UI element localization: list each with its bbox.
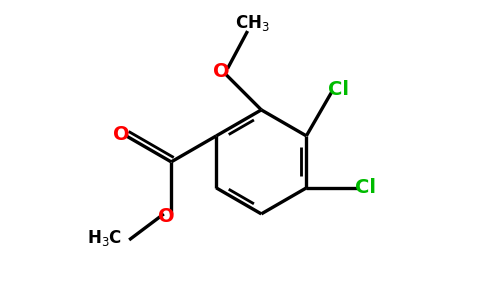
Text: Cl: Cl (355, 178, 376, 197)
Text: CH$_3$: CH$_3$ (235, 13, 270, 33)
Text: O: O (158, 207, 175, 226)
Text: Cl: Cl (329, 80, 349, 99)
Text: O: O (213, 62, 230, 81)
Text: O: O (112, 125, 129, 144)
Text: H$_3$C: H$_3$C (87, 228, 121, 248)
